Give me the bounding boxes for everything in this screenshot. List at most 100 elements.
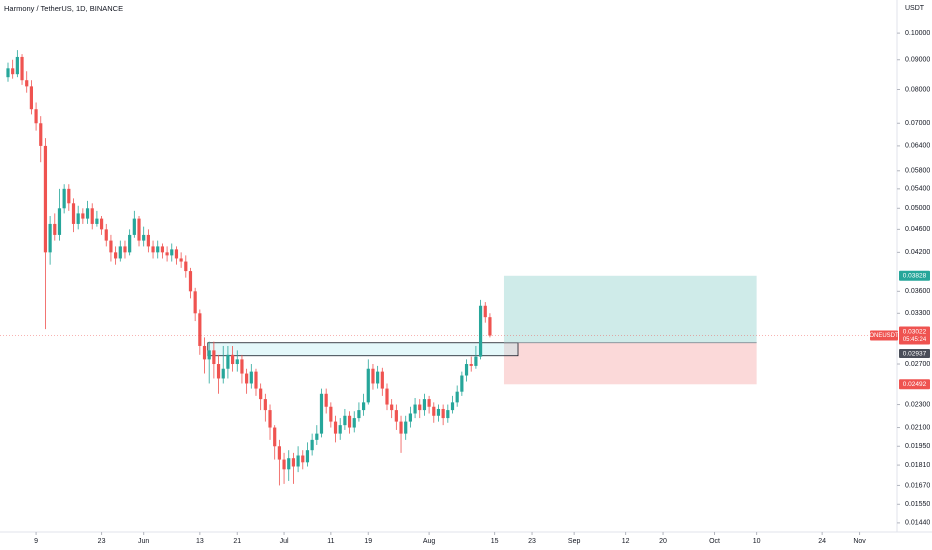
y-tick-label: 0.05000 — [905, 205, 930, 212]
candle-body — [249, 371, 253, 384]
support-zone — [207, 342, 519, 357]
candle-body — [460, 375, 464, 392]
candle-body — [202, 345, 207, 360]
x-tick-label: Nov — [853, 538, 866, 545]
candle-body — [357, 410, 361, 419]
candle-body — [287, 458, 291, 470]
candle-body — [324, 393, 328, 407]
x-tick-label: Oct — [709, 538, 720, 545]
y-tick-label: 0.02300 — [905, 401, 930, 408]
candle-body — [160, 246, 165, 253]
candle-body — [296, 455, 300, 467]
candle-body — [76, 213, 80, 224]
y-tick-label: 0.08000 — [905, 86, 930, 93]
candle-body — [20, 56, 24, 81]
candle-body — [99, 218, 104, 230]
candle-body — [90, 208, 94, 224]
candle-body — [114, 252, 118, 259]
candle-body — [67, 188, 71, 204]
candle-body — [15, 56, 19, 75]
candle-body — [422, 399, 427, 411]
candle-body — [235, 359, 239, 365]
x-tick-label: Jun — [138, 538, 149, 545]
candle-body — [450, 402, 455, 411]
candle-body — [207, 350, 211, 360]
candle-body — [371, 368, 375, 384]
candle-body — [366, 368, 370, 403]
candle-body — [399, 421, 403, 434]
countdown-label: 05:45:24 — [903, 337, 927, 343]
candle-body — [165, 252, 169, 256]
y-tick-label: 0.01440 — [905, 520, 930, 527]
candle-body — [385, 388, 389, 405]
stop-label-box — [899, 379, 930, 390]
x-tick-label: 13 — [196, 538, 204, 545]
y-tick-label: 0.05400 — [905, 186, 930, 193]
candle-body — [85, 208, 90, 219]
candle-body — [25, 80, 29, 87]
candle-body — [123, 246, 127, 253]
x-tick-label: 23 — [98, 538, 106, 545]
candle-body — [179, 258, 183, 262]
candle-body — [39, 123, 43, 146]
x-tick-label: 23 — [528, 538, 536, 545]
candle-body — [301, 455, 305, 463]
candle-body — [142, 234, 146, 241]
y-tick-label: 0.06400 — [905, 143, 930, 150]
candle-body — [188, 271, 193, 292]
x-tick-label: 19 — [364, 538, 372, 545]
candle-body — [132, 218, 136, 235]
x-tick-label: Jul — [280, 538, 289, 545]
symbol-tag: ONEUSDT — [869, 333, 899, 339]
candle-body — [226, 354, 230, 369]
candle-body — [268, 410, 272, 428]
candle-body — [315, 433, 319, 440]
candle-body — [11, 68, 15, 75]
y-tick-label: 0.10000 — [905, 30, 930, 37]
candle-body — [329, 406, 333, 422]
y-tick-label: 0.01950 — [905, 443, 930, 450]
x-tick-label: 11 — [327, 538, 334, 545]
target-zone — [503, 275, 757, 343]
x-tick-label: 12 — [622, 538, 630, 545]
candle-body — [128, 234, 132, 253]
y-tick-label: 0.03600 — [905, 288, 930, 295]
x-tick-label: 24 — [818, 538, 826, 545]
y-tick-label: 0.01810 — [905, 462, 930, 469]
x-tick-label: 21 — [233, 538, 241, 545]
candle-body — [478, 305, 483, 357]
y-tick-label: 0.05800 — [905, 168, 930, 175]
candle-body — [259, 388, 263, 400]
candle-body — [109, 240, 113, 253]
x-tick-label: 10 — [753, 538, 761, 545]
symbol-tag-box — [870, 330, 898, 341]
candle-body — [352, 418, 356, 428]
candle-body — [488, 317, 492, 336]
candle-body — [240, 359, 244, 374]
candle-body — [216, 364, 221, 379]
y-tick-label: 0.03300 — [905, 310, 930, 317]
candle-body — [170, 249, 174, 256]
candle-body — [404, 421, 408, 434]
candle-body — [291, 458, 296, 467]
candle-body — [6, 68, 10, 78]
x-tick-label: Aug — [423, 538, 436, 545]
candle-body — [221, 368, 225, 379]
candle-body — [446, 410, 450, 419]
candle-body — [230, 354, 235, 365]
y-tick-label: 0.07000 — [905, 120, 930, 127]
candle-body — [43, 145, 48, 253]
candle-body — [29, 86, 33, 110]
current-price-label: 0.03022 — [903, 328, 927, 335]
candle-body — [263, 399, 267, 411]
candle-body — [81, 213, 85, 219]
y-tick-label: 0.02700 — [905, 361, 930, 368]
stop-label: 0.02492 — [903, 381, 927, 388]
y-tick-label: 0.04200 — [905, 249, 930, 256]
candle-body — [62, 188, 66, 209]
candle-body — [273, 427, 277, 447]
candle-body — [436, 408, 441, 416]
